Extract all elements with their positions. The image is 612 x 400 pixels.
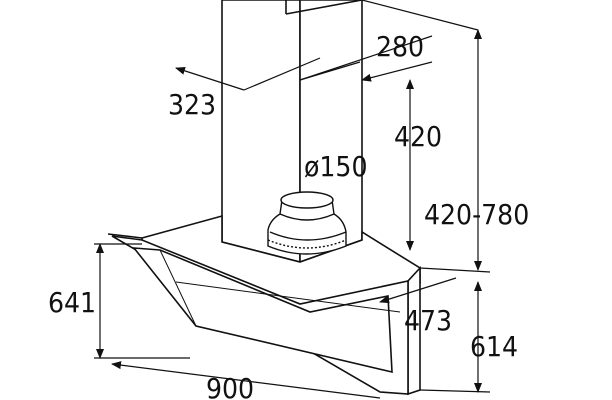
glass-inner-line [159,249,197,327]
duct-ring-3 [267,239,347,249]
label-upper-height: 420 [394,120,442,153]
label-chimney-depth: 280 [376,30,424,63]
dim-ext-chimney-width [243,57,321,91]
duct-collar [267,191,347,255]
dimension-labels: 323 280 420 ø150 420-780 641 473 614 900 [48,30,529,400]
label-chimney-width: 323 [168,88,216,121]
duct-collar-top [280,191,334,209]
label-canopy-width: 900 [206,372,254,400]
label-canopy-depth: 473 [404,304,452,337]
canopy [107,214,421,396]
dimension-lines [94,0,491,399]
dim-ext-canopy-top [419,267,491,273]
dim-line-canopy-width [111,361,381,399]
duct-ring-2 [269,231,347,241]
dim-line-canopy-depth [379,277,457,304]
dim-line-chimney-depth [361,61,433,82]
chimney-top-edge [285,0,363,15]
glass-mid-line [175,281,401,313]
dim-ext-top [361,0,479,31]
dim-ext-chimney-depth-2 [299,61,361,81]
label-duct-diameter: ø150 [304,150,367,183]
duct-ring-1 [279,213,335,221]
label-canopy-height: 641 [48,286,96,319]
canopy-edge [107,233,143,239]
dim-ext-chimney-depth [299,35,433,81]
label-front-height: 614 [470,330,518,363]
dim-ext-bottom [419,389,491,393]
dim-line-chimney-width [175,66,245,91]
label-total-height: 420-780 [424,198,529,231]
